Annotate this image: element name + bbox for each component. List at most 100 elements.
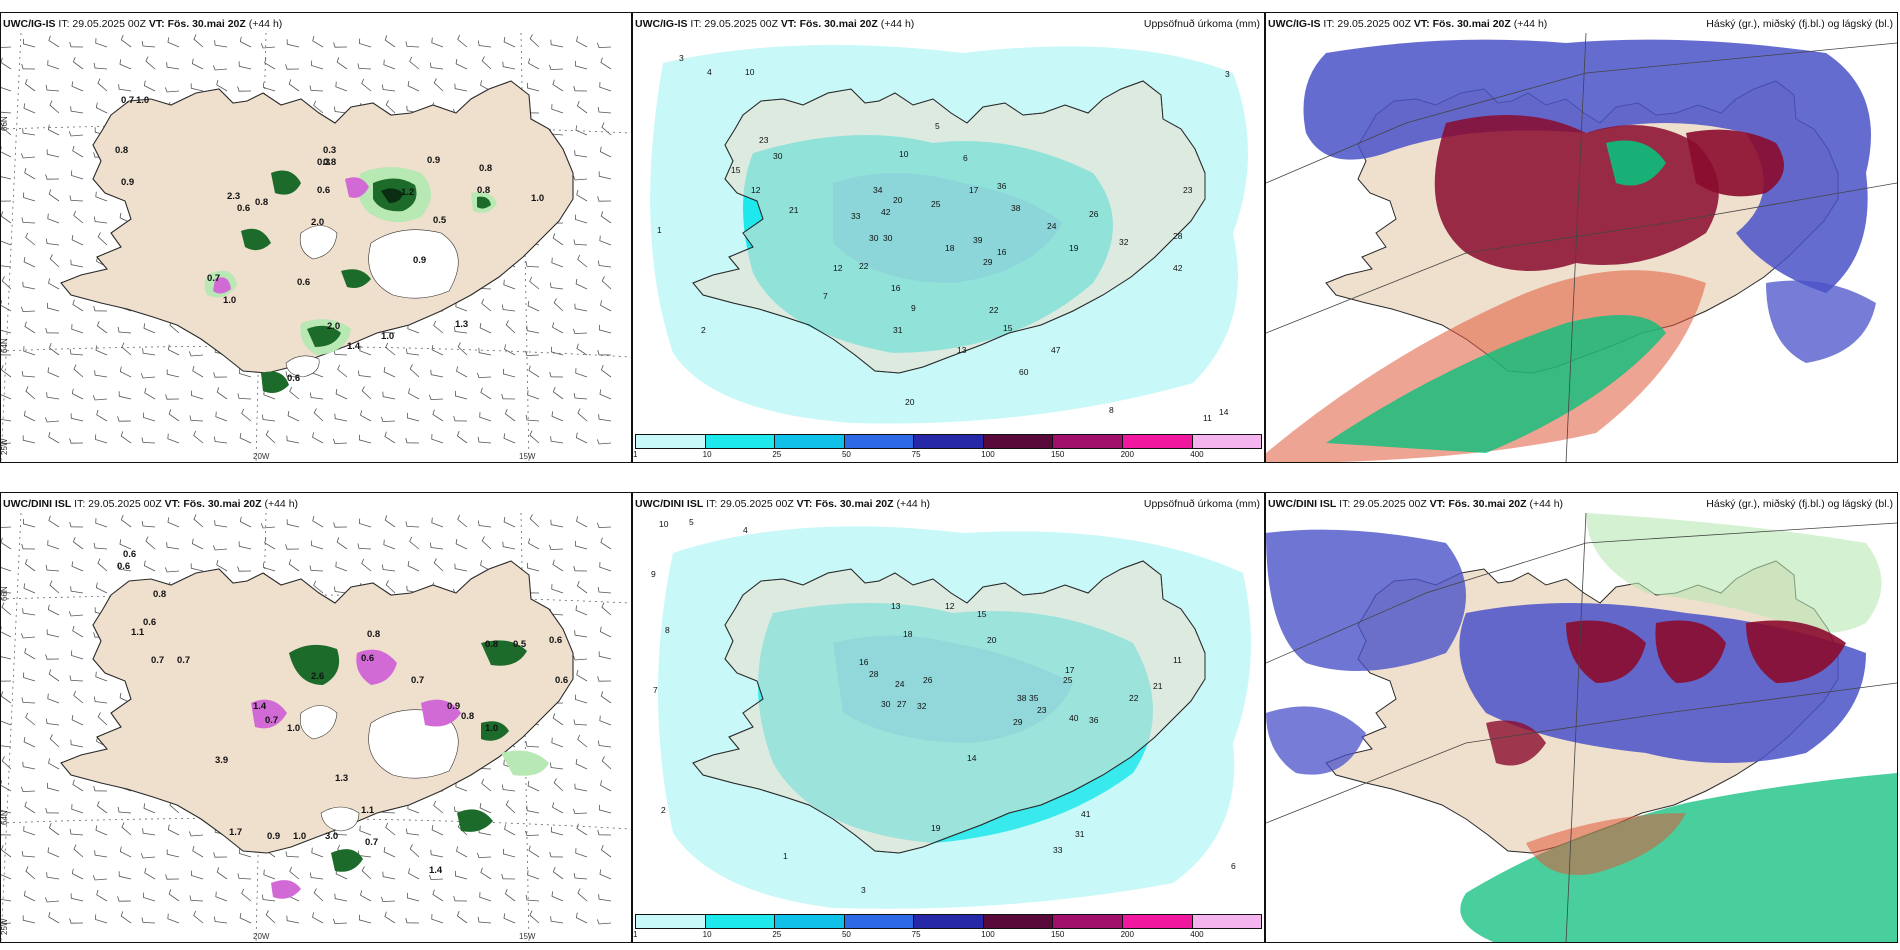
wind-barb — [430, 849, 444, 858]
wind-barb — [121, 342, 132, 356]
wind-barb — [45, 807, 60, 814]
wind-barb — [597, 676, 612, 682]
wind-barb — [405, 348, 420, 356]
panel-header: UWC/IG-IS IT: 29.05.2025 00Z VT: Fös. 30… — [635, 18, 1260, 30]
wind-barb — [237, 393, 252, 400]
wind-barb — [528, 845, 540, 858]
cloud-map — [1266, 33, 1897, 462]
wind-barb — [117, 326, 132, 334]
wind-barb — [265, 430, 276, 444]
lon-label-15w: 15W — [519, 452, 536, 461]
wind-barb — [193, 34, 204, 48]
wind-barb — [239, 36, 252, 48]
precip-map: 10 5 4 8 18 13 16 12 15 20 28 24 30 27 3… — [651, 517, 1251, 909]
wind-barb — [575, 278, 588, 290]
wind-barb — [192, 845, 204, 858]
wind-barb — [49, 580, 60, 594]
wind-barb — [429, 874, 444, 881]
wind-barb — [550, 436, 564, 444]
wind-barb — [120, 514, 132, 528]
wind-barb — [1, 591, 12, 594]
svg-text:9: 9 — [911, 303, 916, 313]
svg-text:20: 20 — [905, 397, 915, 407]
wind-barb — [21, 850, 36, 858]
wind-barb — [97, 232, 108, 246]
wind-barb — [597, 829, 612, 836]
wind-barb — [239, 368, 252, 378]
wind-barb — [456, 366, 468, 378]
wind-barb — [142, 348, 156, 356]
wind-barb — [333, 106, 348, 114]
wind-barb — [527, 870, 540, 880]
svg-text:0.6: 0.6 — [549, 635, 562, 646]
panel-dini-precip: UWC/DINI ISL IT: 29.05.2025 00Z VT: Fös.… — [632, 492, 1265, 943]
wind-barb — [1, 418, 12, 422]
wind-barb — [22, 608, 36, 616]
wind-barb — [454, 563, 468, 572]
wind-barb — [481, 56, 492, 70]
wind-barb — [71, 804, 84, 814]
svg-text:3: 3 — [861, 885, 866, 895]
wind-barb — [552, 386, 564, 400]
svg-text:1.3: 1.3 — [455, 319, 468, 330]
wind-barb — [552, 322, 564, 334]
wind-barb — [1, 656, 12, 660]
wind-barb — [239, 432, 252, 444]
svg-text:3: 3 — [679, 53, 684, 63]
lon-label-15w: 15W — [519, 932, 536, 941]
wind-barb — [167, 37, 180, 48]
svg-text:2: 2 — [661, 805, 666, 815]
wind-barb — [598, 894, 612, 902]
wind-barb — [501, 784, 516, 792]
colorbar-tick: 75 — [911, 450, 921, 459]
wind-barb — [260, 43, 276, 49]
wind-barb — [597, 260, 612, 268]
wind-barb — [504, 824, 516, 836]
wind-barb — [576, 669, 588, 682]
svg-text:0.9: 0.9 — [121, 177, 134, 188]
wind-barb — [239, 516, 252, 528]
wind-barb — [23, 410, 36, 422]
wind-barb — [96, 889, 108, 902]
wind-barb — [382, 391, 396, 400]
wind-barb — [119, 366, 132, 378]
wind-barb — [553, 778, 564, 792]
svg-text:39: 39 — [973, 235, 983, 245]
wind-barb — [21, 543, 36, 550]
wind-barb — [503, 516, 516, 528]
wind-barb — [214, 520, 228, 528]
wind-barb — [70, 739, 84, 748]
wind-barb — [1, 87, 12, 92]
wind-barb — [96, 409, 108, 422]
wind-barb — [599, 146, 612, 158]
wind-barb — [477, 916, 492, 924]
wind-barb — [49, 734, 60, 748]
coastline — [692, 560, 1206, 854]
wind-barb — [504, 344, 516, 356]
colorbar-tick: 25 — [772, 450, 782, 459]
wind-barb — [502, 541, 516, 550]
wind-barb — [23, 103, 36, 114]
colorbar-seg — [983, 435, 1054, 448]
wind-barb — [1, 200, 12, 202]
wind-barb — [193, 430, 204, 444]
wind-barb — [309, 872, 324, 880]
wind-barb — [430, 369, 444, 378]
wind-barb — [69, 521, 84, 528]
wind-barb — [190, 83, 204, 92]
wind-barb — [23, 192, 36, 202]
wind-barb — [47, 782, 60, 792]
wind-barb — [47, 302, 60, 312]
wind-barb — [311, 540, 324, 550]
wind-barb — [385, 100, 396, 114]
svg-text:8: 8 — [665, 625, 670, 635]
colorbar-labels: 1 10 25 50 75 100 150 200 400 — [633, 450, 1262, 460]
wind-barb — [93, 62, 108, 70]
wind-barb — [572, 655, 588, 661]
wind-barb — [261, 414, 276, 422]
wind-barb — [431, 344, 444, 356]
svg-text:0.6: 0.6 — [297, 277, 310, 288]
wind-barb — [361, 386, 372, 400]
wind-barb — [552, 866, 564, 880]
wind-barb — [92, 875, 108, 881]
